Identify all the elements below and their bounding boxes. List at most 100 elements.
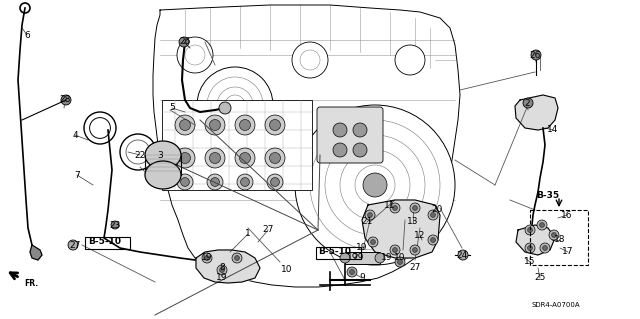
Circle shape: [234, 256, 239, 261]
Circle shape: [340, 253, 350, 263]
Circle shape: [375, 253, 385, 263]
Text: 13: 13: [407, 218, 419, 226]
Polygon shape: [196, 250, 260, 283]
Text: 10: 10: [281, 265, 292, 275]
Text: 6: 6: [24, 31, 30, 40]
Circle shape: [333, 143, 347, 157]
Circle shape: [179, 120, 191, 130]
Text: B-35: B-35: [536, 190, 559, 199]
Text: 16: 16: [561, 211, 573, 219]
Text: 3: 3: [157, 151, 163, 160]
Circle shape: [333, 123, 347, 137]
Bar: [85, 237, 130, 249]
Ellipse shape: [145, 161, 181, 189]
Circle shape: [543, 246, 547, 250]
Text: 26: 26: [529, 50, 541, 60]
Circle shape: [525, 243, 535, 253]
Polygon shape: [516, 225, 555, 255]
Circle shape: [397, 259, 403, 264]
Text: 1: 1: [245, 229, 251, 239]
Circle shape: [179, 37, 189, 47]
Text: 2: 2: [524, 99, 530, 108]
Text: 5: 5: [169, 103, 175, 113]
Text: 22: 22: [134, 151, 146, 160]
Circle shape: [217, 265, 227, 275]
Circle shape: [552, 233, 557, 238]
Text: 18: 18: [554, 235, 566, 244]
Circle shape: [367, 212, 372, 218]
Text: 26: 26: [179, 38, 191, 47]
Circle shape: [540, 222, 545, 227]
Text: 19: 19: [216, 273, 228, 283]
Circle shape: [392, 248, 397, 253]
Bar: [530, 210, 588, 265]
Text: 15: 15: [524, 257, 536, 266]
Text: 4: 4: [72, 130, 78, 139]
Text: 23: 23: [109, 220, 121, 229]
Circle shape: [241, 178, 250, 186]
Text: 19: 19: [356, 243, 368, 253]
Text: 19: 19: [381, 254, 393, 263]
Circle shape: [175, 115, 195, 135]
Text: 14: 14: [547, 125, 559, 135]
Circle shape: [179, 152, 191, 164]
Circle shape: [537, 220, 547, 230]
Text: 9: 9: [359, 273, 365, 283]
Circle shape: [177, 174, 193, 190]
Text: 21: 21: [362, 218, 372, 226]
Circle shape: [269, 120, 280, 130]
Circle shape: [413, 248, 417, 253]
Circle shape: [197, 67, 273, 143]
Circle shape: [207, 174, 223, 190]
Bar: [316, 247, 361, 259]
Text: 17: 17: [563, 248, 573, 256]
Circle shape: [295, 105, 455, 265]
Text: 19: 19: [348, 254, 359, 263]
Circle shape: [431, 238, 435, 242]
Circle shape: [390, 245, 400, 255]
Circle shape: [180, 178, 189, 186]
Circle shape: [365, 210, 375, 220]
Polygon shape: [30, 245, 42, 260]
Circle shape: [220, 268, 225, 272]
Circle shape: [392, 205, 397, 211]
Circle shape: [68, 240, 78, 250]
Text: 11: 11: [384, 201, 396, 210]
Circle shape: [209, 152, 221, 164]
Circle shape: [205, 148, 225, 168]
Circle shape: [347, 267, 357, 277]
Circle shape: [525, 225, 535, 235]
Circle shape: [209, 120, 221, 130]
Text: 8: 8: [219, 263, 225, 272]
Circle shape: [431, 212, 435, 218]
Circle shape: [413, 205, 417, 211]
Text: 27: 27: [69, 241, 81, 249]
Text: B-5-10: B-5-10: [88, 238, 122, 247]
Circle shape: [368, 237, 378, 247]
Circle shape: [527, 227, 532, 233]
Circle shape: [205, 115, 225, 135]
Circle shape: [428, 235, 438, 245]
Circle shape: [531, 50, 541, 60]
Circle shape: [271, 178, 280, 186]
Ellipse shape: [145, 141, 181, 169]
Circle shape: [390, 203, 400, 213]
Text: 7: 7: [74, 170, 80, 180]
Circle shape: [371, 240, 376, 244]
Circle shape: [265, 115, 285, 135]
Bar: [162, 100, 312, 190]
Circle shape: [353, 123, 367, 137]
Circle shape: [428, 210, 438, 220]
Circle shape: [177, 37, 213, 73]
Circle shape: [175, 148, 195, 168]
Circle shape: [410, 203, 420, 213]
Text: B-5-10: B-5-10: [319, 248, 351, 256]
Text: 27: 27: [410, 263, 420, 272]
Circle shape: [232, 253, 242, 263]
Text: 27: 27: [262, 226, 274, 234]
Circle shape: [239, 152, 250, 164]
Text: 28: 28: [60, 95, 70, 105]
Circle shape: [523, 98, 533, 108]
Text: 29: 29: [352, 254, 364, 263]
Polygon shape: [515, 95, 558, 130]
